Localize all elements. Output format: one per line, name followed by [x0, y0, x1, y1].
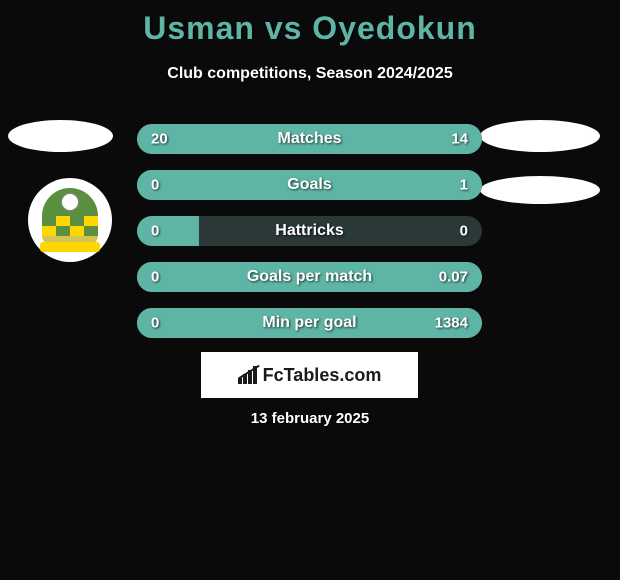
bar-left — [137, 216, 199, 246]
team-right-logo-placeholder-1 — [480, 120, 600, 152]
stat-left-value: 0 — [151, 177, 159, 194]
subtitle: Club competitions, Season 2024/2025 — [0, 65, 620, 83]
branding-badge: FcTables.com — [201, 352, 418, 398]
page-title: Usman vs Oyedokun — [0, 0, 620, 47]
stat-row-gpm: 0 Goals per match 0.07 — [137, 262, 482, 292]
stat-row-goals: 0 Goals 1 — [137, 170, 482, 200]
stats-area: 20 Matches 14 0 Goals 1 0 Hattricks 0 0 … — [137, 124, 482, 354]
stat-label: Goals — [287, 176, 331, 194]
comparison-card: Usman vs Oyedokun Club competitions, Sea… — [0, 0, 620, 580]
stat-row-matches: 20 Matches 14 — [137, 124, 482, 154]
stat-left-value: 0 — [151, 269, 159, 286]
stat-right-value: 1384 — [435, 315, 468, 332]
stat-right-value: 14 — [451, 131, 468, 148]
stat-row-hattricks: 0 Hattricks 0 — [137, 216, 482, 246]
stat-left-value: 0 — [151, 223, 159, 240]
stat-right-value: 0 — [460, 223, 468, 240]
stat-label: Min per goal — [262, 314, 356, 332]
team-right-logo-placeholder-2 — [480, 176, 600, 204]
chart-icon — [238, 366, 260, 384]
branding-text: FcTables.com — [263, 365, 382, 386]
team-left-logo-placeholder-1 — [8, 120, 113, 152]
stat-left-value: 0 — [151, 315, 159, 332]
stat-right-value: 1 — [460, 177, 468, 194]
stat-label: Goals per match — [247, 268, 372, 286]
stat-label: Hattricks — [275, 222, 343, 240]
stat-right-value: 0.07 — [439, 269, 468, 286]
stat-row-mpg: 0 Min per goal 1384 — [137, 308, 482, 338]
team-left-crest — [28, 178, 112, 262]
stat-left-value: 20 — [151, 131, 168, 148]
crest-icon — [42, 188, 98, 252]
stat-label: Matches — [277, 130, 341, 148]
date-label: 13 february 2025 — [0, 410, 620, 427]
